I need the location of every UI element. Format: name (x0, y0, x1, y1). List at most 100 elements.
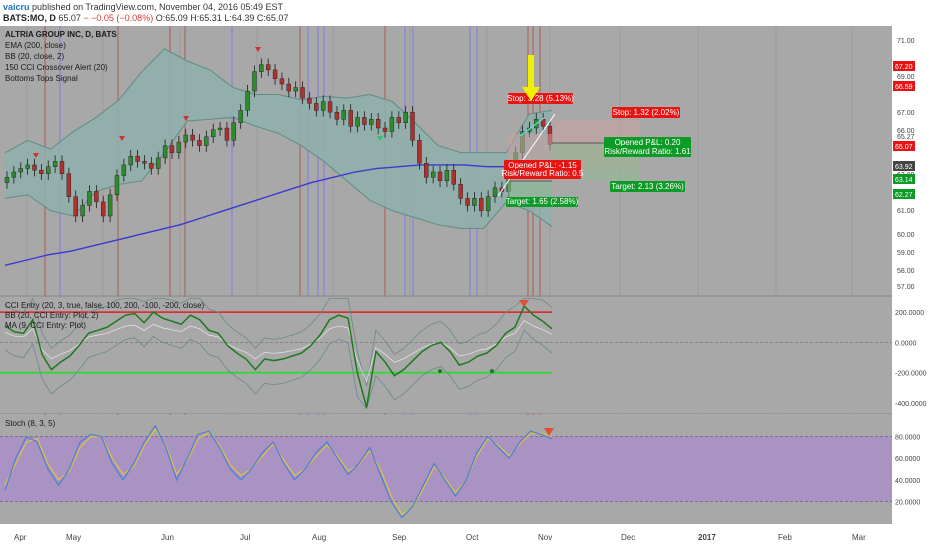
candle-body-53 (369, 118, 374, 125)
cci-entry-line (4, 304, 553, 408)
price-axis-labels: 71.0069.0067.0066.0065.2763.0061.0060.00… (893, 38, 927, 506)
price-legend: ALTRIA GROUP INC, D, BATS EMA (200, clos… (5, 30, 117, 83)
candle-body-21 (149, 162, 154, 169)
opened-pl-label-1-box (504, 160, 581, 171)
price-label-63.92: 63.92 (895, 164, 913, 171)
time-tick-Sep: Sep (392, 533, 407, 542)
close-price: C:65.07 (256, 13, 289, 23)
stoch-tick-40.0000: 40.0000 (895, 478, 920, 485)
candle-body-29 (204, 136, 209, 146)
candle-body-20 (142, 161, 147, 164)
candle-body-15 (107, 194, 113, 217)
stop-label-2-box (612, 107, 680, 118)
open-price: O:65.09 (155, 13, 188, 23)
price-label-box-63.92 (893, 161, 915, 171)
stop-label-1-box (508, 93, 573, 104)
time-axis-labels: Apr May Jun Jul Aug Sep Oct Nov Dec 2017 Feb Mar (14, 533, 866, 542)
candle-body-26 (183, 134, 188, 143)
price-label-box-67.20 (893, 61, 915, 71)
price-tick-69.00: 69.00 (897, 74, 915, 81)
trend-line-1 (497, 113, 556, 197)
candle-body-61 (424, 162, 429, 178)
cci-bb-upper (4, 297, 553, 387)
chart-canvas[interactable]: Stop: 3.28 (5.13%) Stop: 1.32 (2.02%) Open… (0, 26, 932, 550)
candle-body-66 (458, 184, 463, 199)
price-label-66.59: 66.59 (895, 84, 913, 91)
time-tick-Jun: Jun (161, 533, 174, 542)
risk-reward-label-1-box (504, 169, 581, 179)
candle-body-71 (492, 187, 498, 197)
price-label-63.14: 63.14 (895, 177, 913, 184)
price-tick-66.00: 66.00 (897, 128, 915, 135)
candle-body-44 (307, 97, 312, 104)
target-label-1-text: Target: 1.65 (2.58%) (506, 197, 579, 206)
price-tick-65.27: 65.27 (897, 134, 915, 141)
time-tick-Apr: Apr (14, 533, 27, 542)
stoch-tick-60.0000: 60.0000 (895, 456, 920, 463)
chart-header: vaicru published on TradingView.com, Nov… (0, 0, 932, 26)
trade-tool[interactable]: Stop: 3.28 (5.13%) Stop: 1.32 (2.02%) Open… (497, 93, 691, 207)
last-price: 65.07 (58, 13, 81, 23)
candle-body-46 (320, 101, 326, 111)
opened-pl-label-1-text: Opened P&L: -1.15 (508, 161, 577, 170)
candle-body-8 (59, 161, 65, 174)
yellow-arrow-head (522, 87, 540, 101)
candle-body-48 (334, 111, 340, 120)
candle-body-60 (417, 140, 422, 164)
candle-body-42 (293, 87, 298, 92)
price-label-box-62.27 (893, 189, 915, 199)
legend-bb: BB (20, close, 2) (5, 52, 64, 61)
quote-line: BATS:MO, D 65.07 − −0.05 (−0.08%) O:65.0… (3, 13, 288, 23)
candle-body-49 (341, 110, 346, 120)
candle-body-14 (101, 201, 106, 217)
price-tick-61.00: 61.00 (897, 208, 915, 215)
price-label-67.20: 67.20 (895, 64, 913, 71)
cci-tick--200.0000: -200.0000 (895, 371, 927, 378)
yellow-arrow-shaft (528, 55, 534, 89)
candle-body-70 (485, 196, 491, 211)
price-label-box-63.14 (893, 174, 915, 184)
signal-marker-3 (255, 47, 261, 52)
time-axis[interactable] (0, 524, 892, 550)
candle-body-58 (403, 111, 408, 123)
stoch-tick-80.0000: 80.0000 (895, 435, 920, 442)
time-tick-2017: 2017 (698, 533, 716, 542)
candle-body-50 (348, 110, 353, 127)
opened-pl-label-2-text: Opened P&L: 0.20 (615, 138, 681, 147)
trend-line-2 (519, 117, 545, 137)
candle-body-23 (162, 145, 168, 159)
candle-body-51 (355, 117, 360, 127)
candle-body-67 (465, 198, 470, 206)
high-price: H:65.31 (190, 13, 222, 23)
candle-body-37 (259, 64, 264, 72)
candle-body-0 (4, 177, 10, 183)
price-tick-60.00: 60.00 (897, 232, 915, 239)
candle-body-43 (300, 87, 305, 99)
cci-pane (0, 297, 892, 413)
candles (4, 58, 553, 223)
candle-body-59 (410, 111, 415, 141)
stoch-pane (0, 415, 892, 524)
price-label-65.07: 65.07 (895, 144, 913, 151)
price-label-box-66.59 (893, 81, 915, 91)
bollinger-fill (5, 48, 552, 229)
candle-body-22 (156, 157, 161, 169)
cci-dot-1 (438, 369, 442, 374)
candle-body-64 (444, 170, 450, 182)
candle-body-4 (32, 164, 37, 171)
price-axis[interactable] (892, 26, 932, 550)
low-price: L:64.39 (224, 13, 255, 23)
cci-ma-line (4, 320, 553, 383)
risk-reward-label-2-box (604, 146, 691, 157)
cci-alert-arrow (519, 300, 529, 307)
legend-title: ALTRIA GROUP INC, D, BATS (5, 30, 117, 39)
price-tick-71.00: 71.00 (897, 38, 915, 45)
stop-label-1-text: Stop: 3.28 (5.13%) (507, 94, 574, 103)
ema-200-line (4, 164, 552, 266)
candle-body-6 (46, 166, 51, 174)
candle-body-38 (265, 64, 271, 71)
candle-body-5 (39, 170, 44, 174)
price-tick-57.00: 57.00 (897, 284, 915, 291)
author-link[interactable]: vaicru (3, 2, 30, 12)
candle-body-52 (362, 117, 367, 125)
